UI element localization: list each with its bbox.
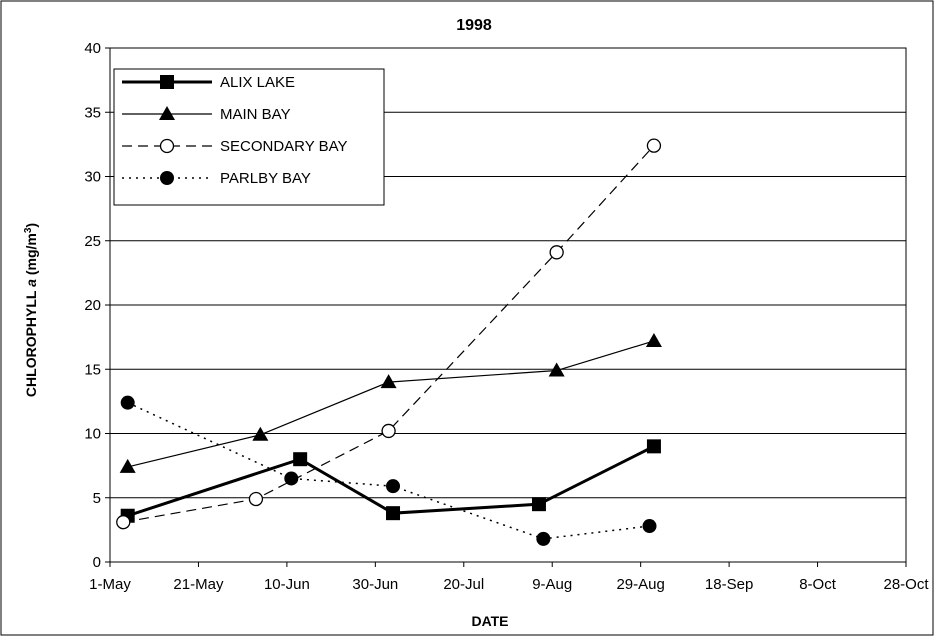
legend-marker-secondary-bay	[159, 138, 175, 154]
legend-marker-alix-lake	[160, 75, 174, 89]
y-tick-label: 35	[84, 104, 101, 121]
data-point-secondary-bay	[248, 491, 264, 507]
y-axis-label: CHLOROPHYLL a (mg/m3)	[23, 223, 40, 397]
y-tick-label: 40	[84, 40, 101, 57]
chart-title: 1998	[456, 17, 492, 34]
series-line-secondary-bay	[123, 145, 655, 523]
legend-label-parlby-bay: PARLBY BAY	[220, 170, 311, 187]
legend-box	[113, 68, 385, 206]
data-point-parlby-bay	[284, 471, 299, 486]
data-point-parlby-bay	[386, 479, 401, 494]
data-point-main-bay	[119, 458, 136, 473]
data-point-parlby-bay	[642, 519, 657, 534]
data-point-secondary-bay	[116, 515, 131, 530]
x-tick-label: 8-Oct	[799, 576, 837, 593]
legend-marker-main-bay	[159, 106, 175, 120]
y-tick-label: 25	[84, 233, 101, 250]
y-tick-label: 20	[84, 297, 101, 314]
x-tick-label: 1-May	[89, 576, 131, 593]
data-point-alix-lake	[531, 497, 546, 512]
x-tick-label: 18-Sep	[705, 576, 753, 593]
y-axis: 0 5 10 15 20 25 30 35 40	[84, 40, 110, 571]
data-point-parlby-bay	[536, 531, 551, 546]
series-line-parlby-bay	[127, 401, 650, 540]
x-tick-label: 29-Aug	[616, 576, 664, 593]
data-point-secondary-bay	[549, 245, 564, 260]
series-parlby-bay	[120, 395, 657, 546]
series-main-bay	[119, 332, 662, 473]
legend-label-main-bay: MAIN BAY	[220, 106, 291, 123]
y-tick-label: 15	[84, 361, 101, 378]
legend-label-secondary-bay: SECONDARY BAY	[220, 138, 348, 155]
series-layer	[116, 138, 662, 546]
data-point-secondary-bay	[381, 423, 396, 439]
data-point-alix-lake	[646, 439, 661, 454]
x-tick-label: 20-Jul	[443, 576, 484, 593]
data-point-secondary-bay	[646, 138, 662, 153]
series-secondary-bay	[116, 138, 662, 530]
x-tick-label: 30-Jun	[352, 576, 398, 593]
legend-label-alix-lake: ALIX LAKE	[220, 74, 295, 91]
x-tick-label: 9-Aug	[532, 576, 572, 593]
x-tick-label: 28-Oct	[883, 576, 929, 593]
y-tick-label: 10	[84, 426, 101, 443]
data-point-main-bay	[380, 374, 397, 389]
x-tick-label: 21-May	[173, 576, 224, 593]
y-tick-label: 0	[93, 554, 101, 571]
y-tick-label: 30	[84, 169, 101, 186]
data-point-parlby-bay	[120, 395, 135, 410]
x-axis: 1-May 21-May 10-Jun 30-Jun 20-Jul 9-Aug 29-Aug…	[89, 562, 929, 593]
data-point-main-bay	[252, 426, 269, 441]
x-axis-label: DATE	[471, 613, 508, 629]
x-tick-label: 10-Jun	[264, 576, 310, 593]
legend-marker-parlby-bay	[160, 171, 174, 185]
data-point-alix-lake	[386, 506, 401, 521]
gridlines	[110, 47, 906, 499]
data-point-main-bay	[548, 362, 565, 377]
y-tick-label: 5	[93, 490, 101, 507]
legend: ALIX LAKE MAIN BAY SECONDARY BAY PARLBY BAY	[113, 68, 385, 206]
data-point-alix-lake	[293, 452, 308, 467]
data-point-main-bay	[645, 332, 662, 347]
